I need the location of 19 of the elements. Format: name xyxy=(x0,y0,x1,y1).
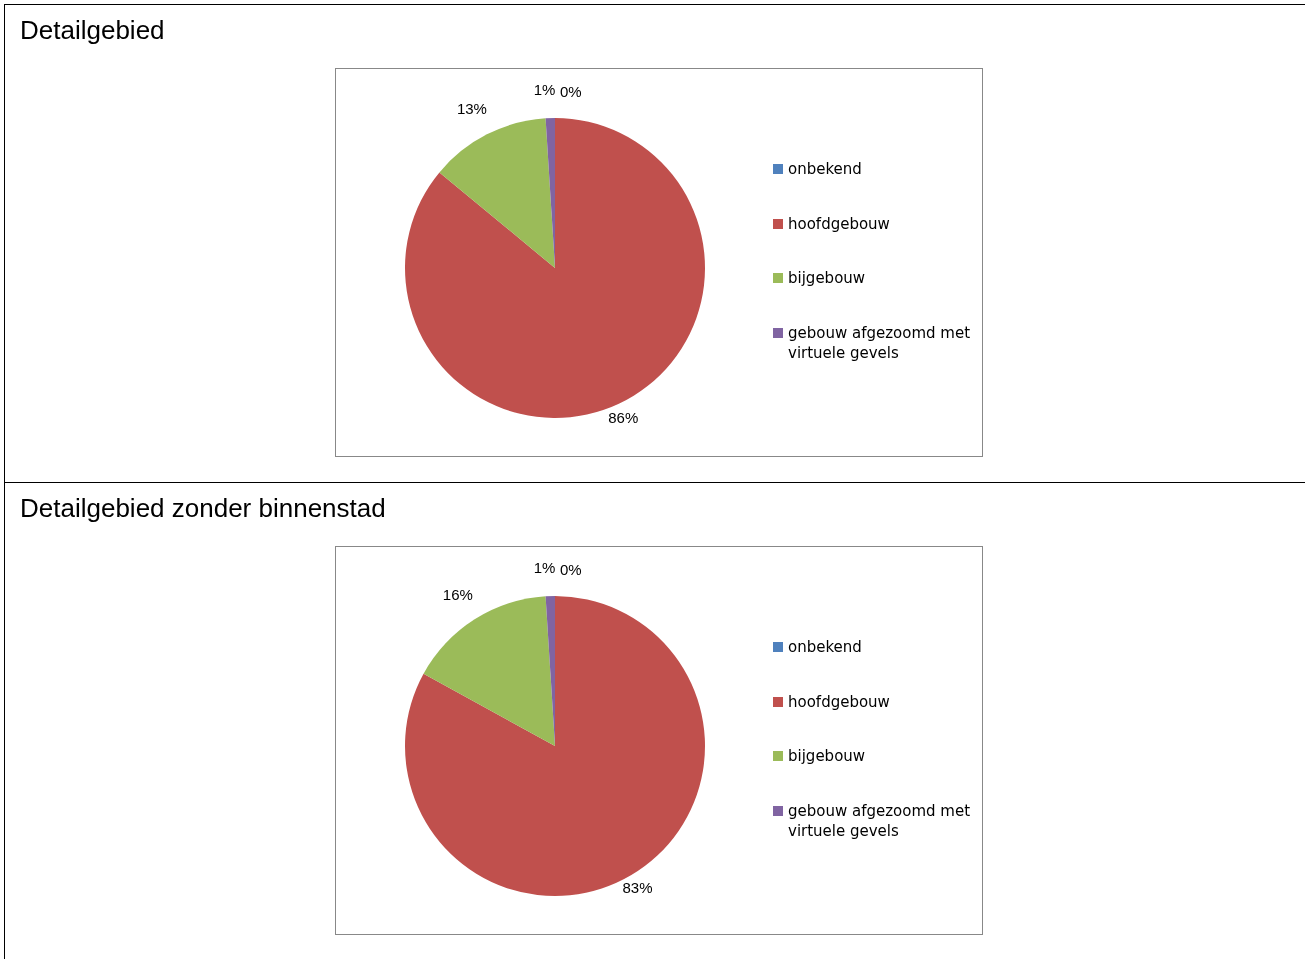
data-label: 1% xyxy=(533,559,556,577)
data-label: 1% xyxy=(533,81,556,99)
legend-label: onbekend xyxy=(788,637,862,657)
legend-label: gebouw afgezoomd met virtuele gevels xyxy=(788,800,972,841)
pie-slice xyxy=(439,118,555,268)
chart-title: Detailgebied zonder binnenstad xyxy=(20,493,386,524)
legend-label: onbekend xyxy=(788,159,862,179)
legend-label: hoofdgebouw xyxy=(788,691,890,712)
text: 0% xyxy=(560,82,582,100)
text: Detailgebied xyxy=(20,15,165,46)
data-label: 83% xyxy=(622,879,653,897)
data-label: 86% xyxy=(608,408,639,426)
legend-label: bijgebouw xyxy=(788,268,866,288)
data-label: 16% xyxy=(442,585,473,603)
text: 0% xyxy=(560,560,582,578)
legend-label: bijgebouw xyxy=(788,746,866,766)
data-label: 13% xyxy=(456,99,487,117)
legend-label: hoofdgebouw xyxy=(788,213,890,234)
legend-label: gebouw afgezoomd met virtuele gevels xyxy=(788,322,972,363)
